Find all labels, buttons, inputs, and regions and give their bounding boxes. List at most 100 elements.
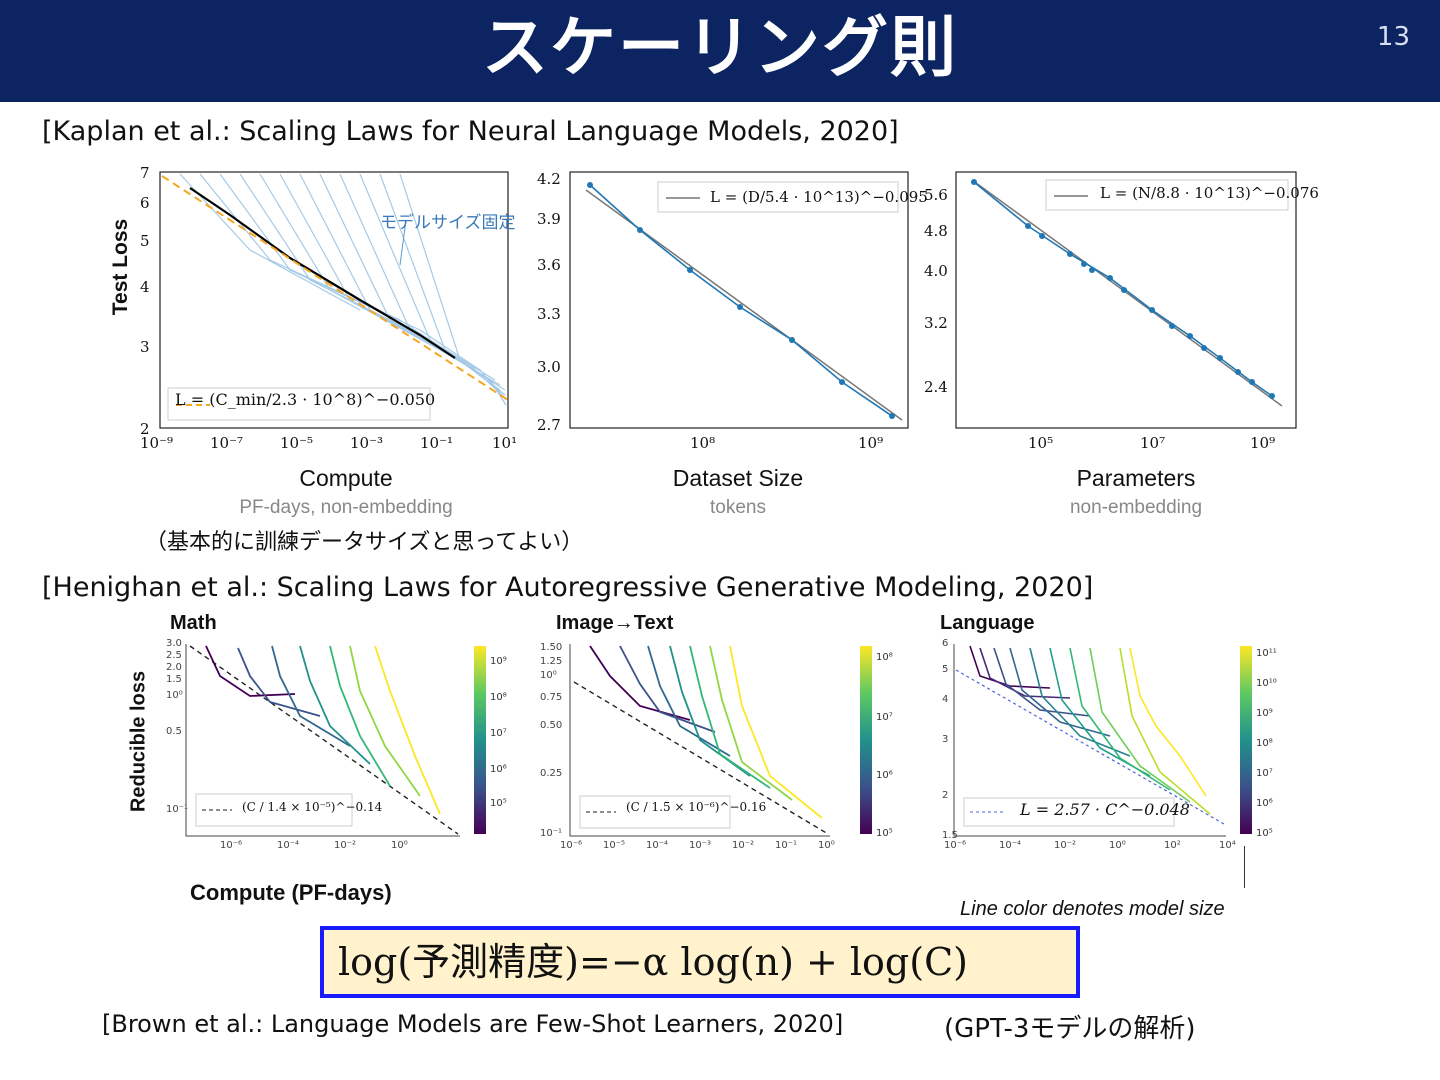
ytick: 6 xyxy=(140,194,150,212)
ytick: 10⁻¹ xyxy=(540,828,563,839)
cbar-tick: 10⁶ xyxy=(1256,798,1273,809)
ytick: 1.50 xyxy=(540,642,563,653)
xtick: 10⁻⁹ xyxy=(140,434,174,452)
henighan-imagetext-title: Image→Text xyxy=(556,612,674,634)
kaplan-citation: [Kaplan et al.: Scaling Laws for Neural … xyxy=(42,116,899,147)
caption-pointer xyxy=(1244,846,1245,888)
cbar-tick: 10¹¹ xyxy=(1256,648,1277,659)
ytick: 0.25 xyxy=(540,768,563,779)
cbar-tick: 10⁸ xyxy=(876,652,893,663)
henighan-language-legend: L = 2.57 · C^−0.048 xyxy=(1020,800,1190,819)
henighan-xlabel: Compute (PF-days) xyxy=(190,880,392,905)
xtick: 10⁻⁶ xyxy=(560,840,583,851)
cbar-tick: 10⁵ xyxy=(1256,828,1273,839)
kaplan-params-xsub: non-embedding xyxy=(1069,497,1203,518)
henighan-citation: [Henighan et al.: Scaling Laws for Autor… xyxy=(42,572,1094,603)
ytick: 3.6 xyxy=(537,256,561,274)
xtick: 10⁻² xyxy=(1054,840,1077,851)
ytick: 3.9 xyxy=(537,210,561,228)
xtick: 10⁻⁴ xyxy=(646,840,669,851)
ytick: 10⁰ xyxy=(166,690,183,701)
xtick: 10⁷ xyxy=(1140,434,1166,452)
kaplan-dataset-xsub: tokens xyxy=(710,497,766,518)
ytick: 3 xyxy=(942,734,949,745)
xtick: 10⁻² xyxy=(334,840,357,851)
xtick: 10⁻⁴ xyxy=(999,840,1022,851)
xtick: 10⁻³ xyxy=(350,434,384,452)
ytick: 2.0 xyxy=(166,662,182,673)
henighan-imagetext-plot xyxy=(530,636,910,846)
ytick: 3.0 xyxy=(537,358,561,376)
xtick: 10⁻¹ xyxy=(420,434,454,452)
ytick: 1.25 xyxy=(540,656,563,667)
xtick: 10⁻⁷ xyxy=(210,434,244,452)
henighan-language-title: Language xyxy=(940,612,1035,634)
ytick: 3.2 xyxy=(924,314,948,332)
ytick: 1.5 xyxy=(166,674,182,685)
xtick: 10⁰ xyxy=(391,840,408,851)
xtick: 10⁻² xyxy=(732,840,755,851)
ytick: 4 xyxy=(942,694,949,705)
page-number: 13 xyxy=(1376,22,1410,52)
henighan-math-legend: (C / 1.4 × 10⁻⁵)^−0.14 xyxy=(242,800,383,814)
kaplan-compute-plot xyxy=(100,160,520,460)
kaplan-dataset-legend: L = (D/5.4 · 10^13)^−0.095 xyxy=(710,188,928,206)
henighan-math-plot xyxy=(150,636,520,846)
ytick: 7 xyxy=(140,164,150,182)
brown-note: (GPT-3モデルの解析) xyxy=(944,1014,1196,1044)
cbar-tick: 10⁹ xyxy=(1256,708,1273,719)
kaplan-annotation: モデルサイズ固定 xyxy=(380,213,516,233)
kaplan-note: （基本的に訓練データサイズと思ってよい） xyxy=(145,530,584,555)
ytick: 0.75 xyxy=(540,692,563,703)
brown-citation: [Brown et al.: Language Models are Few-S… xyxy=(102,1010,844,1038)
xtick: 10⁻³ xyxy=(689,840,712,851)
xtick: 10⁻⁵ xyxy=(603,840,626,851)
kaplan-dataset-plot xyxy=(530,160,920,450)
xtick: 10⁰ xyxy=(818,840,835,851)
cbar-tick: 10¹⁰ xyxy=(1256,678,1277,689)
ytick: 5 xyxy=(140,232,150,250)
xtick: 10¹ xyxy=(492,434,518,452)
xtick: 10⁻⁶ xyxy=(944,840,967,851)
xtick: 10⁻¹ xyxy=(775,840,798,851)
cbar-tick: 10⁷ xyxy=(490,728,507,739)
xtick: 10⁻⁵ xyxy=(280,434,314,452)
kaplan-compute-xlabel: Compute xyxy=(299,465,393,491)
ytick: 4 xyxy=(140,278,150,296)
ytick: 1.5 xyxy=(942,830,958,841)
henighan-ylabel: Reducible loss xyxy=(127,670,150,813)
ytick: 2.5 xyxy=(166,650,182,661)
cbar-tick: 10⁹ xyxy=(490,656,507,667)
kaplan-dataset-xlabel: Dataset Size xyxy=(672,465,804,491)
kaplan-ylabel-wrap: Test Loss xyxy=(106,190,136,350)
cbar-tick: 10⁶ xyxy=(876,770,893,781)
ytick: 6 xyxy=(942,638,949,649)
henighan-language-plot xyxy=(930,636,1280,846)
kaplan-params-plot xyxy=(920,160,1310,450)
ytick: 0.50 xyxy=(540,720,563,731)
ytick: 4.0 xyxy=(924,262,948,280)
kaplan-params-xlabel: Parameters xyxy=(1076,465,1196,491)
cbar-tick: 10⁵ xyxy=(490,798,507,809)
ytick: 2 xyxy=(140,420,150,438)
ytick: 5.6 xyxy=(924,186,948,204)
slide-title: スケーリング則 xyxy=(482,9,958,86)
ytick: 2.7 xyxy=(537,416,561,434)
ytick: 4.8 xyxy=(924,222,948,240)
ytick: 3 xyxy=(140,338,150,356)
cbar-tick: 10⁵ xyxy=(876,828,893,839)
ytick: 3.0 xyxy=(166,638,182,649)
cbar-tick: 10⁸ xyxy=(1256,738,1273,749)
xtick: 10² xyxy=(1164,840,1181,851)
henighan-caption: Line color denotes model size xyxy=(960,898,1225,920)
ytick: 5 xyxy=(942,664,949,675)
xtick: 10⁰ xyxy=(1109,840,1126,851)
henighan-imagetext-legend: (C / 1.5 × 10⁻⁶)^−0.16 xyxy=(626,800,767,814)
formula-box: log(予測精度)=−α log(n) + log(C) xyxy=(320,926,1080,998)
ytick: 4.2 xyxy=(537,170,561,188)
xtick: 10⁻⁴ xyxy=(277,840,300,851)
ytick: 10⁻¹ xyxy=(166,804,189,815)
cbar-tick: 10⁸ xyxy=(490,692,507,703)
cbar-tick: 10⁷ xyxy=(876,712,893,723)
henighan-math-title: Math xyxy=(170,612,217,634)
